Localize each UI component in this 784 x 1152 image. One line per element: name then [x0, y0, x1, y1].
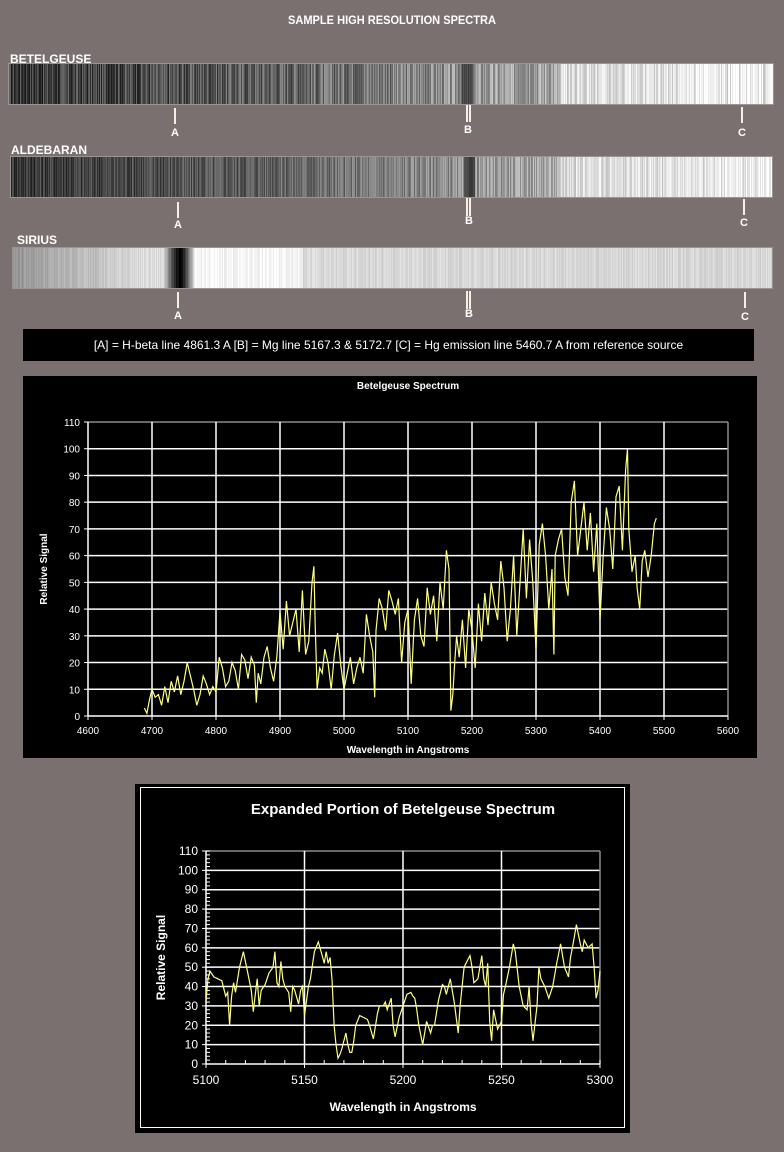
- y-tick-label: 110: [64, 418, 80, 429]
- x-tick-label: 5200: [461, 726, 484, 737]
- y-tick-label: 60: [69, 552, 81, 563]
- x-tick-label: 5250: [488, 1073, 515, 1087]
- y-tick-label: 50: [69, 578, 81, 589]
- x-tick-label: 5500: [653, 726, 676, 737]
- marker-c-label: C: [740, 217, 748, 229]
- marker-a-label: A: [174, 310, 182, 322]
- chart-plot: Betelgeuse Spectrum 0 10 20 30 40 50 60 70 80 90 10…: [39, 381, 740, 756]
- x-tick-label: 4900: [269, 726, 292, 737]
- marker-c-label: C: [738, 127, 746, 139]
- expanded-spectrum-chart: Expanded Portion of Betelgeuse Spectrum 0…: [135, 784, 630, 1133]
- chart-title: Betelgeuse Spectrum: [357, 381, 459, 392]
- marker-a-label: A: [171, 127, 179, 139]
- x-tick-label: 4600: [77, 726, 100, 737]
- marker-a-tick: [174, 108, 176, 124]
- marker-b-label: B: [464, 124, 472, 136]
- y-tick-label: 80: [69, 498, 81, 509]
- x-axis-label: Wavelength in Angstroms: [329, 1100, 476, 1114]
- y-tick-label: 30: [69, 632, 81, 643]
- y-tick-label: 100: [63, 445, 80, 456]
- betelgeuse-spectrum-chart: Betelgeuse Spectrum 0 10 20 30 40 50 60 70 80 90 10…: [23, 376, 757, 758]
- marker-c-tick: [743, 199, 745, 215]
- y-tick-label: 110: [179, 844, 198, 858]
- line-legend: [A] = H-beta line 4861.3 A [B] = Mg line…: [23, 329, 754, 361]
- x-tick-label: 5300: [525, 726, 548, 737]
- marker-c-tick: [741, 107, 743, 123]
- spectrum-strip-betelgeuse: [8, 63, 774, 105]
- marker-b-tick: [466, 198, 471, 216]
- x-tick-label: 5150: [291, 1073, 318, 1087]
- chart-title: Expanded Portion of Betelgeuse Spectrum: [251, 801, 555, 818]
- y-tick-label: 40: [69, 605, 81, 616]
- y-tick-label: 60: [185, 941, 199, 955]
- x-tick-label: 5400: [589, 726, 612, 737]
- x-tick-label: 4800: [205, 726, 228, 737]
- y-tick-label: 10: [69, 685, 81, 696]
- y-tick-label: 90: [185, 883, 199, 897]
- x-tick-label: 5200: [390, 1073, 417, 1087]
- spectrum-strip-sirius: [12, 247, 773, 289]
- marker-a-tick: [177, 202, 179, 218]
- y-tick-label: 50: [185, 960, 199, 974]
- y-tick-label: 0: [74, 712, 80, 723]
- marker-b-label: B: [465, 308, 473, 320]
- spectrum-trace: [205, 924, 601, 1061]
- spectrum-trace: [143, 448, 657, 716]
- marker-c-label: C: [741, 311, 749, 323]
- y-tick-label: 100: [178, 863, 198, 877]
- y-tick-label: 20: [69, 659, 81, 670]
- marker-b-label: B: [465, 215, 473, 227]
- marker-b-tick: [466, 291, 471, 309]
- y-tick-label: 0: [191, 1057, 198, 1071]
- spectrum-label-sirius: SIRIUS: [17, 233, 58, 247]
- x-tick-label: 4700: [141, 726, 164, 737]
- marker-c-tick: [744, 292, 746, 308]
- y-tick-label: 70: [185, 921, 199, 935]
- x-axis-label: Wavelength in Angstroms: [347, 745, 470, 756]
- x-tick-label: 5300: [587, 1073, 614, 1087]
- y-axis-label: Relative Signal: [39, 533, 50, 604]
- x-tick-label: 5000: [333, 726, 356, 737]
- y-axis-label: Relative Signal: [154, 915, 168, 1000]
- y-tick-label: 10: [185, 1038, 199, 1052]
- y-tick-label: 30: [185, 999, 199, 1013]
- y-tick-label: 80: [185, 902, 199, 916]
- chart-plot: Expanded Portion of Betelgeuse Spectrum 0…: [154, 801, 614, 1114]
- marker-b-tick: [466, 105, 471, 122]
- spectrum-label-betelgeuse: BETELGEUSE: [10, 52, 92, 66]
- spectrum-strip-aldebaran: [10, 156, 773, 198]
- y-tick-label: 20: [185, 1018, 199, 1032]
- marker-a-label: A: [174, 219, 182, 231]
- x-tick-label: 5100: [193, 1073, 220, 1087]
- x-tick-label: 5100: [397, 726, 420, 737]
- y-tick-label: 40: [185, 980, 199, 994]
- x-tick-label: 5600: [717, 726, 740, 737]
- y-tick-label: 90: [69, 471, 81, 482]
- chart-frame: [140, 787, 625, 1128]
- y-tick-label: 70: [69, 525, 81, 536]
- page-title: SAMPLE HIGH RESOLUTION SPECTRA: [288, 13, 496, 27]
- spectrum-label-aldebaran: ALDEBARAN: [11, 143, 87, 157]
- marker-a-tick: [177, 292, 179, 308]
